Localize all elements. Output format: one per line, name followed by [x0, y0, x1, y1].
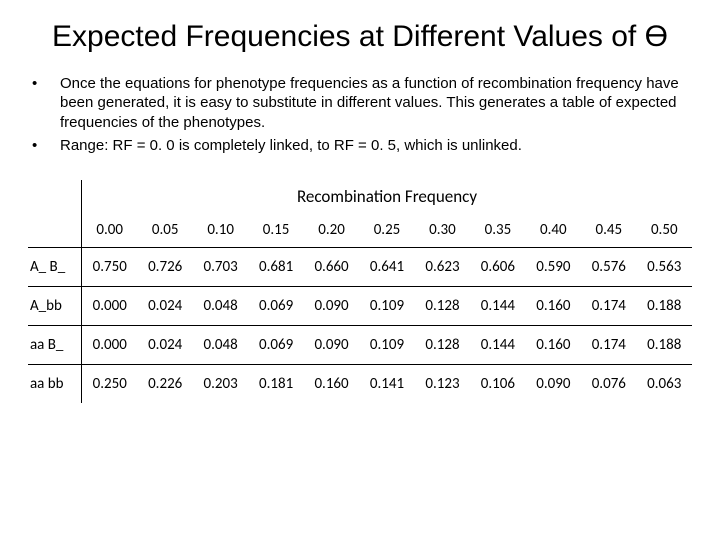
- table-row: A_ B_ 0.750 0.726 0.703 0.681 0.660 0.64…: [28, 247, 692, 286]
- table-cell: 0.623: [415, 247, 470, 286]
- table-col-header: 0.45: [581, 213, 636, 248]
- table-cell: 0.681: [248, 247, 303, 286]
- table-cell: 0.160: [526, 286, 581, 325]
- table-cell: 0.069: [248, 325, 303, 364]
- table-col-header: 0.50: [637, 213, 692, 248]
- table-cell: 0.024: [137, 325, 192, 364]
- table-cell: 0.000: [82, 325, 137, 364]
- table-cell: 0.141: [359, 364, 414, 403]
- table-cell: 0.641: [359, 247, 414, 286]
- table-col-header: 0.05: [137, 213, 192, 248]
- table-cell: 0.128: [415, 325, 470, 364]
- table-col-header: 0.20: [304, 213, 359, 248]
- table-row-label: aa bb: [28, 364, 82, 403]
- bullet-text: Once the equations for phenotype frequen…: [60, 74, 692, 133]
- table-cell: 0.726: [137, 247, 192, 286]
- table-cell: 0.174: [581, 325, 636, 364]
- table-cell: 0.128: [415, 286, 470, 325]
- table-cell: 0.590: [526, 247, 581, 286]
- bullet-marker: •: [28, 74, 60, 133]
- table-super-header-row: Recombination Frequency: [28, 180, 692, 213]
- table-cell: 0.188: [637, 286, 692, 325]
- table-corner: [28, 180, 82, 213]
- table-cell: 0.109: [359, 325, 414, 364]
- table-row: aa B_ 0.000 0.024 0.048 0.069 0.090 0.10…: [28, 325, 692, 364]
- table-cell: 0.203: [193, 364, 248, 403]
- table-cell: 0.090: [304, 325, 359, 364]
- table-cell: 0.123: [415, 364, 470, 403]
- table-cell: 0.144: [470, 325, 525, 364]
- bullet-list: • Once the equations for phenotype frequ…: [28, 74, 692, 156]
- table-super-header: Recombination Frequency: [82, 180, 692, 213]
- table-row: A_bb 0.000 0.024 0.048 0.069 0.090 0.109…: [28, 286, 692, 325]
- table-col-header: 0.40: [526, 213, 581, 248]
- table-cell: 0.144: [470, 286, 525, 325]
- table-col-header: 0.35: [470, 213, 525, 248]
- table-cell: 0.160: [526, 325, 581, 364]
- table-cell: 0.106: [470, 364, 525, 403]
- table-cell: 0.024: [137, 286, 192, 325]
- table-cell: 0.063: [637, 364, 692, 403]
- table-cell: 0.750: [82, 247, 137, 286]
- bullet-item: • Once the equations for phenotype frequ…: [28, 74, 692, 133]
- table-col-header: 0.00: [82, 213, 137, 248]
- table-cell: 0.250: [82, 364, 137, 403]
- table-cell: 0.174: [581, 286, 636, 325]
- table-cell: 0.660: [304, 247, 359, 286]
- table-corner: [28, 213, 82, 248]
- table-col-header: 0.15: [248, 213, 303, 248]
- table-row-label: aa B_: [28, 325, 82, 364]
- bullet-item: • Range: RF = 0. 0 is completely linked,…: [28, 136, 692, 156]
- table-cell: 0.181: [248, 364, 303, 403]
- bullet-marker: •: [28, 136, 60, 156]
- table-header-row: 0.00 0.05 0.10 0.15 0.20 0.25 0.30 0.35 …: [28, 213, 692, 248]
- table-cell: 0.160: [304, 364, 359, 403]
- table-cell: 0.109: [359, 286, 414, 325]
- table-col-header: 0.25: [359, 213, 414, 248]
- table-cell: 0.048: [193, 286, 248, 325]
- table-cell: 0.069: [248, 286, 303, 325]
- table-cell: 0.090: [526, 364, 581, 403]
- table-cell: 0.076: [581, 364, 636, 403]
- table-row: aa bb 0.250 0.226 0.203 0.181 0.160 0.14…: [28, 364, 692, 403]
- table-row-label: A_bb: [28, 286, 82, 325]
- frequency-table: Recombination Frequency 0.00 0.05 0.10 0…: [28, 180, 692, 403]
- table-cell: 0.090: [304, 286, 359, 325]
- table-cell: 0.563: [637, 247, 692, 286]
- table-cell: 0.226: [137, 364, 192, 403]
- table-cell: 0.703: [193, 247, 248, 286]
- table-cell: 0.188: [637, 325, 692, 364]
- table-col-header: 0.10: [193, 213, 248, 248]
- table-col-header: 0.30: [415, 213, 470, 248]
- bullet-text: Range: RF = 0. 0 is completely linked, t…: [60, 136, 692, 156]
- table-cell: 0.000: [82, 286, 137, 325]
- slide-title: Expected Frequencies at Different Values…: [28, 18, 692, 56]
- table-cell: 0.576: [581, 247, 636, 286]
- table-row-label: A_ B_: [28, 247, 82, 286]
- table-cell: 0.048: [193, 325, 248, 364]
- table-cell: 0.606: [470, 247, 525, 286]
